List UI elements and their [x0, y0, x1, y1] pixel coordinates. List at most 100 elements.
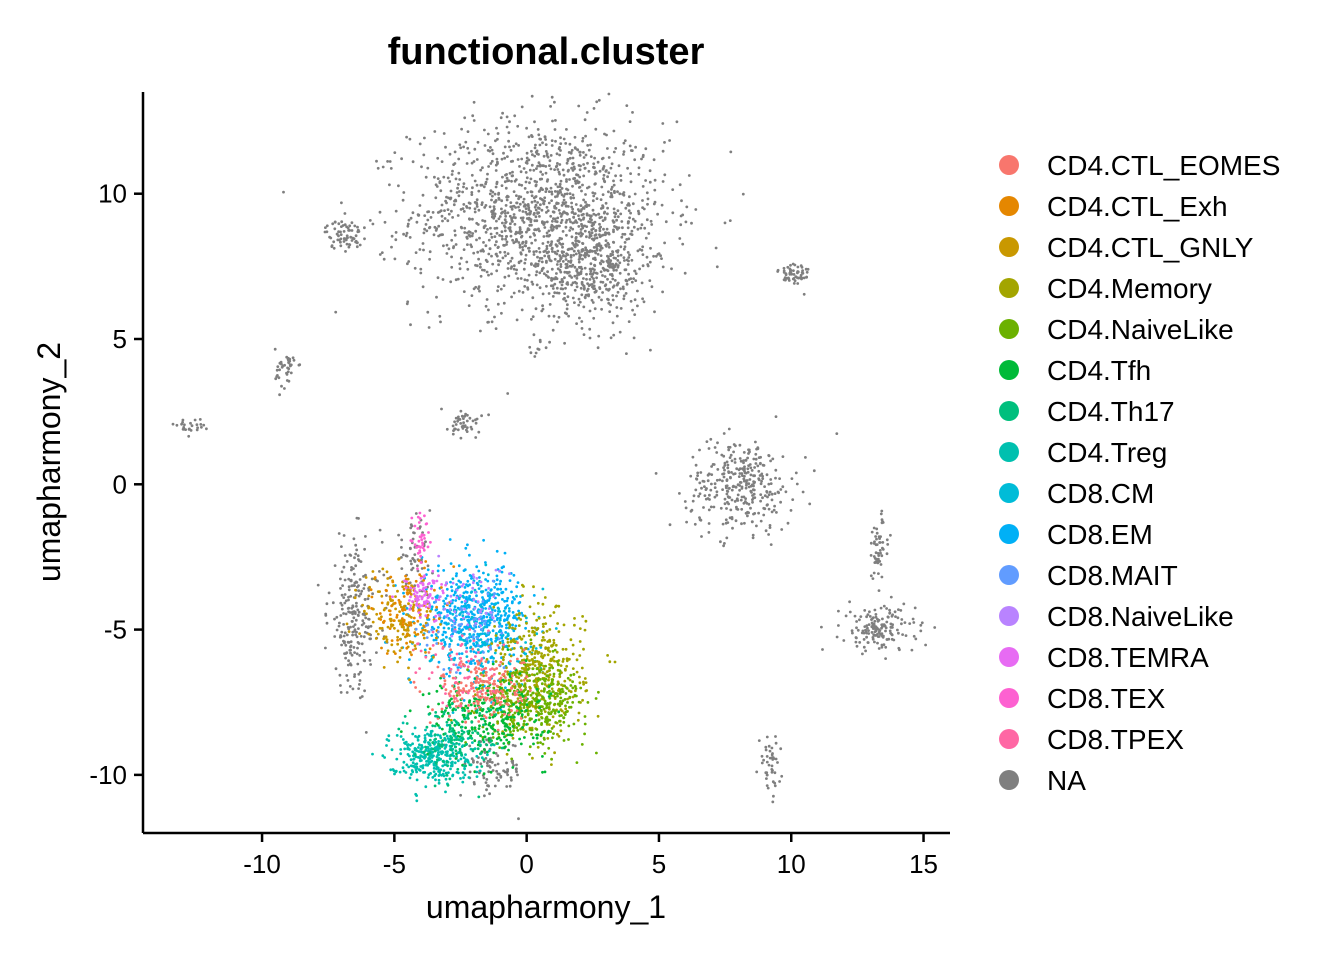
data-point	[877, 572, 880, 575]
data-point	[671, 211, 675, 215]
data-point	[506, 195, 510, 199]
data-point	[537, 651, 541, 654]
data-point	[629, 211, 632, 215]
data-point	[541, 602, 545, 606]
data-point	[774, 741, 778, 745]
data-point	[494, 614, 498, 618]
data-point	[541, 671, 545, 675]
data-point	[750, 483, 754, 487]
data-point	[543, 770, 547, 774]
data-point	[612, 268, 616, 272]
data-point	[342, 623, 345, 626]
data-point	[528, 249, 531, 253]
data-point	[567, 738, 570, 741]
data-point	[491, 727, 495, 731]
data-point	[854, 640, 858, 644]
data-point	[496, 728, 500, 732]
data-point	[551, 250, 554, 253]
data-point	[770, 746, 774, 750]
data-point	[561, 699, 565, 703]
data-point	[550, 267, 554, 271]
data-point	[630, 229, 634, 233]
data-point	[528, 745, 532, 749]
data-point	[551, 284, 555, 288]
data-point	[490, 642, 494, 645]
data-point	[524, 715, 527, 719]
data-point	[484, 607, 487, 610]
data-point	[512, 573, 516, 577]
data-point	[660, 257, 663, 260]
data-point	[557, 208, 561, 212]
data-point	[610, 273, 614, 276]
data-point	[331, 601, 335, 605]
data-point	[649, 246, 652, 250]
data-point	[477, 667, 481, 671]
data-point	[748, 450, 751, 454]
data-point	[526, 713, 530, 717]
data-point	[517, 676, 521, 680]
data-point	[469, 591, 473, 594]
data-point	[661, 265, 665, 269]
data-point	[519, 216, 523, 220]
data-point	[761, 463, 765, 467]
data-point	[521, 245, 524, 249]
data-point	[354, 552, 358, 556]
data-point	[520, 105, 524, 109]
data-point	[531, 282, 535, 286]
data-point	[778, 477, 781, 480]
data-point	[536, 700, 539, 704]
data-point	[575, 761, 579, 764]
data-point	[436, 177, 440, 181]
data-point	[533, 633, 536, 637]
data-point	[661, 180, 665, 183]
data-point	[606, 259, 610, 263]
data-point	[545, 706, 548, 710]
data-point	[563, 341, 566, 345]
data-point	[492, 686, 496, 690]
data-point	[478, 705, 481, 709]
data-point	[463, 226, 467, 230]
data-point	[508, 722, 512, 726]
data-point	[490, 761, 494, 764]
data-point	[474, 229, 478, 233]
data-point	[504, 606, 508, 609]
data-point	[589, 272, 593, 276]
data-point	[495, 684, 499, 688]
data-point	[485, 615, 489, 619]
data-point	[583, 229, 587, 233]
data-point	[555, 263, 559, 266]
data-point	[744, 500, 747, 503]
data-point	[569, 220, 572, 224]
data-point	[461, 594, 465, 598]
data-point	[535, 219, 539, 223]
data-point	[516, 124, 520, 128]
data-point	[471, 232, 475, 235]
data-point	[768, 490, 772, 494]
data-point	[543, 226, 547, 229]
data-point	[519, 688, 523, 692]
data-point	[582, 647, 585, 651]
data-point	[464, 546, 468, 550]
data-point	[467, 709, 470, 713]
data-point	[539, 203, 542, 207]
data-point	[358, 679, 362, 682]
data-point	[425, 229, 429, 233]
data-point	[488, 716, 492, 720]
data-point	[522, 197, 526, 201]
data-point	[591, 249, 594, 253]
data-point	[569, 196, 573, 199]
data-point	[690, 221, 693, 225]
data-point	[619, 253, 623, 257]
data-point	[479, 651, 482, 654]
data-point	[786, 521, 790, 525]
data-point	[603, 216, 607, 220]
data-point	[567, 247, 571, 251]
data-point	[298, 363, 302, 367]
data-point	[554, 721, 558, 724]
data-point	[442, 569, 446, 572]
data-point	[498, 672, 501, 675]
data-point	[515, 689, 519, 693]
data-point	[539, 197, 542, 200]
data-point	[532, 253, 536, 256]
